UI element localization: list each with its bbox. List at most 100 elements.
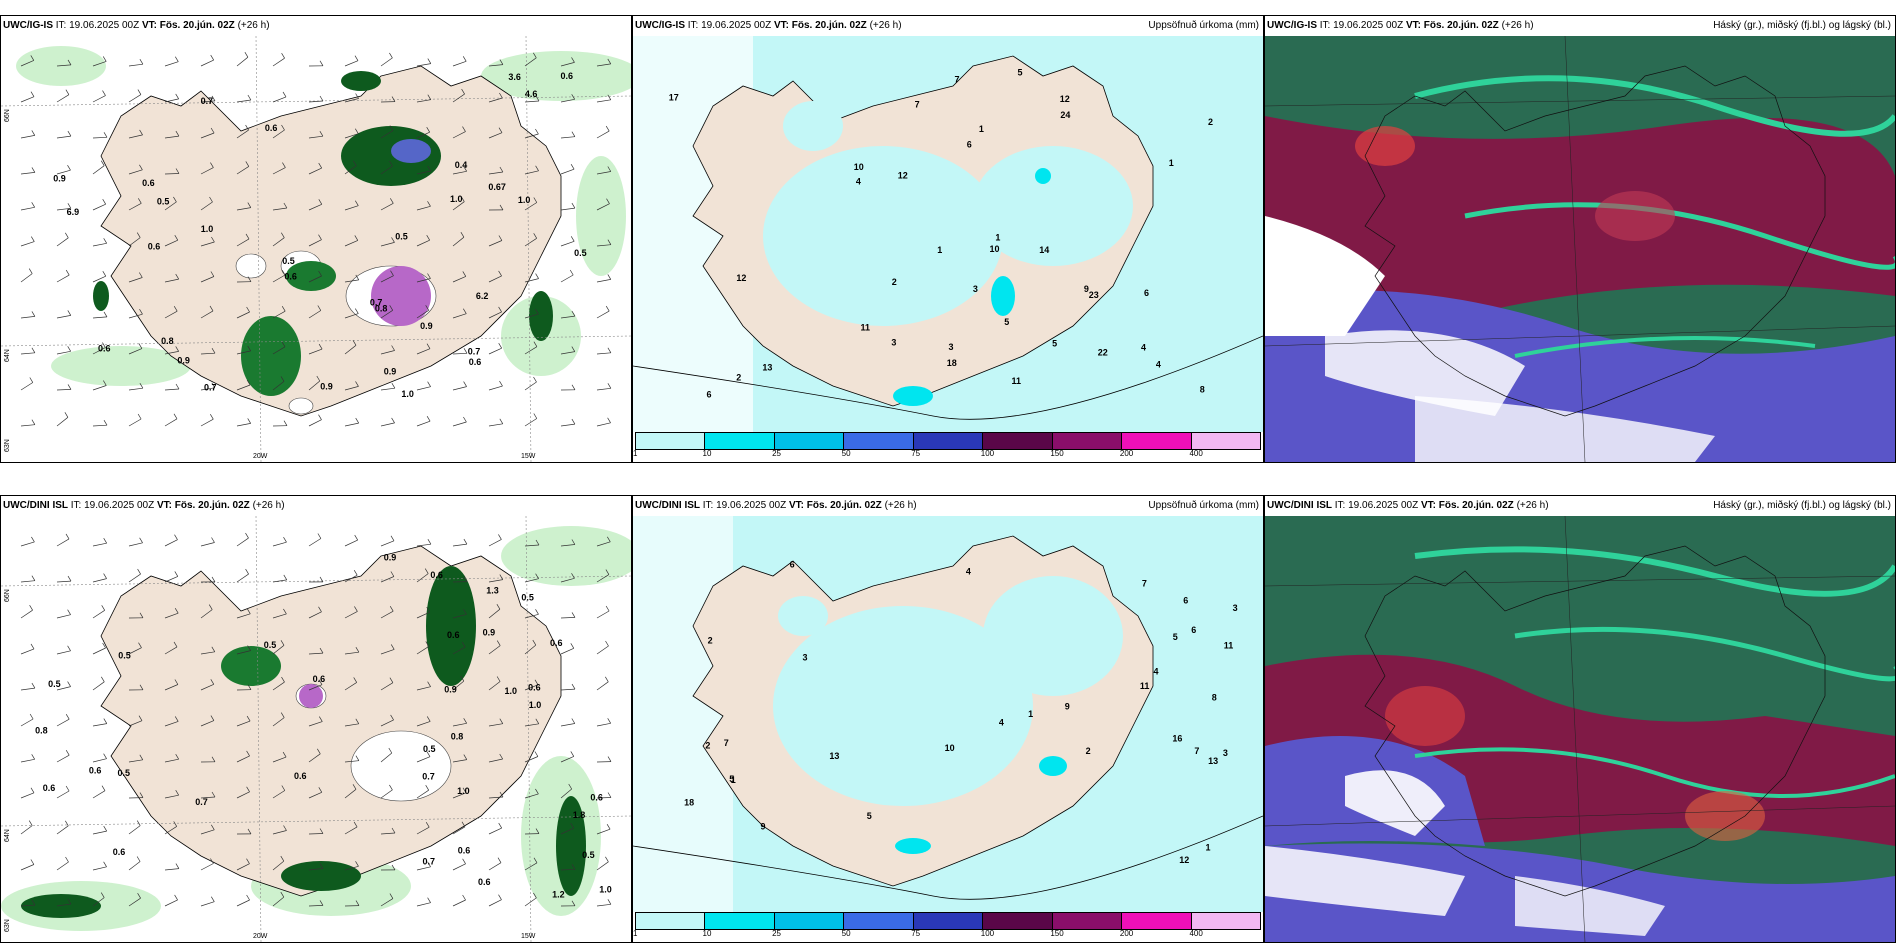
wind-barb-feather: [283, 608, 287, 615]
wind-barb-feather: [319, 828, 324, 834]
wind-barb-feather: [463, 576, 468, 582]
precip-value-label: 1: [731, 775, 736, 785]
wind-barb-feather: [499, 59, 504, 65]
wind-barb: [164, 646, 178, 655]
wind-barb: [236, 311, 250, 319]
wind-barb: [344, 826, 358, 835]
wind-barb-feather: [282, 162, 286, 168]
map-area[interactable]: [1265, 516, 1895, 942]
wind-barb-feather: [461, 641, 466, 648]
wind-barb: [56, 650, 71, 655]
wind-barb-feather: [318, 343, 323, 350]
heavy-precip: [893, 168, 1051, 406]
wind-barb: [380, 387, 395, 391]
wind-barb-feather: [136, 820, 141, 826]
it-label: IT:: [55, 20, 67, 31]
wind-barb-feather: [246, 894, 250, 901]
wind-barb: [128, 861, 141, 871]
wind-barb-feather: [173, 306, 178, 312]
model-name: UWC/DINI ISL: [635, 500, 700, 511]
wind-barb-feather: [67, 165, 71, 171]
it-value: 19.06.2025 00Z: [69, 20, 140, 31]
model-name: UWC/IG-IS: [3, 20, 53, 31]
wind-barb-feather: [605, 856, 609, 862]
wind-barb: [56, 389, 72, 391]
wind-barb: [56, 417, 69, 427]
wind-barb-feather: [353, 677, 358, 683]
precip-value-label: 7: [724, 738, 729, 748]
wind-barb-feather: [391, 827, 396, 834]
wind-barb: [92, 165, 105, 175]
map-area[interactable]: [1265, 36, 1895, 462]
wind-barb: [164, 539, 178, 547]
wind-barb: [56, 538, 70, 547]
wind-barb: [128, 825, 141, 835]
wind-barb-feather: [354, 200, 359, 206]
wind-barb: [272, 790, 285, 799]
colorbar-swatch: [705, 433, 775, 449]
it-label: IT:: [70, 500, 82, 511]
precip-value-label: 6: [1144, 288, 1149, 298]
wind-barb: [164, 239, 178, 247]
wind-barb: [380, 202, 394, 211]
wind-barb-feather: [318, 199, 323, 205]
wind-barb: [596, 171, 611, 175]
colorbar-swatch: [983, 913, 1053, 929]
wind-barb-feather: [354, 235, 359, 241]
wind-barb-feather: [571, 612, 576, 618]
map-area[interactable]: 66N 64N 63N 20W 15W 1.0 0.7 0.8 0.6 0.67 0.9 0…: [1, 36, 631, 462]
wind-barb: [488, 723, 503, 727]
precip-value-label: 0.5: [118, 651, 131, 661]
wind-barb: [128, 237, 141, 247]
wind-barb: [560, 827, 574, 835]
map-area[interactable]: 66N 64N 63N 20W 15W 0.7 0.6 1.0 1.8 0.7 0.9 0.…: [1, 516, 631, 942]
precip-patches: [763, 101, 1133, 326]
wind-barb: [308, 100, 324, 103]
wind-barb: [272, 645, 285, 655]
wind-barb: [380, 719, 394, 727]
map-area[interactable]: 2 6 1 3 7 5 4 12 22 11 8 4 3 7 5 10 9 12 1 2 17 13 18 14 23 24 12 6…: [633, 36, 1263, 432]
wind-barb: [236, 129, 249, 139]
wind-barb-feather: [136, 856, 141, 862]
wind-barb: [380, 57, 393, 67]
wind-barb: [452, 421, 467, 427]
wind-barb: [344, 279, 359, 283]
wind-barb-feather: [499, 418, 504, 424]
map-area[interactable]: 3 1 2 5 7 8 12 13 9 6 4 18 1 11 16 10 3 2 5 4 6 7 1 2 3 4 5 6 7 9 13 11: [633, 516, 1263, 912]
wind-barb-feather: [535, 273, 539, 279]
wind-barb-feather: [137, 89, 142, 95]
wind-barb-feather: [571, 418, 576, 425]
precip-value-label: 6.2: [476, 291, 489, 301]
wind-barb: [20, 580, 35, 583]
wind-barb-feather: [607, 718, 612, 724]
wind-barb: [560, 544, 575, 547]
wind-barb: [164, 351, 179, 355]
wind-barb-feather: [355, 861, 359, 867]
wind-barb-feather: [247, 94, 252, 101]
wind-barb: [236, 166, 249, 175]
wind-barb-feather: [606, 824, 611, 830]
wind-barb-feather: [605, 125, 610, 132]
panel-title: Háský (gr.), miðský (fj.bl.) og lágský (…: [1713, 500, 1891, 511]
wind-barb-feather: [29, 605, 33, 611]
wind-barb-feather: [570, 236, 575, 242]
wind-barb: [452, 899, 466, 907]
wind-barb-feather: [496, 640, 501, 646]
precip-value-label: 0.6: [430, 570, 443, 580]
wind-barb: [488, 171, 503, 175]
vt-value: Fös. 20.jún. 02Z: [791, 20, 867, 31]
grid-lines: [1265, 516, 1895, 942]
precip-value-label: 0.7: [468, 347, 481, 357]
colorbar-label: 75: [911, 449, 921, 458]
wind-barb-feather: [247, 276, 252, 282]
it-value: 19.06.2025 00Z: [716, 500, 787, 511]
wind-barb: [308, 905, 324, 907]
wind-barb-feather: [174, 56, 179, 62]
colorbar-label: 1: [633, 929, 638, 938]
wind-barb-feather: [173, 821, 178, 827]
wind-barb-feather: [534, 751, 539, 757]
wind-barb-feather: [175, 93, 180, 100]
precip-value-label: 18: [947, 358, 957, 368]
wind-barb: [92, 136, 108, 139]
precip-value-label: 2: [736, 372, 741, 382]
